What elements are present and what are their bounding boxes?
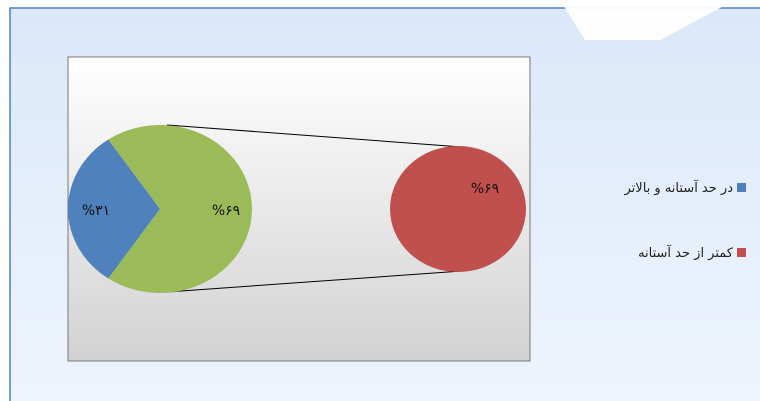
data-label-main-0: %۳۱ bbox=[82, 203, 110, 219]
data-label-main-1: %۶۹ bbox=[212, 203, 240, 219]
connector-line-bottom bbox=[166, 270, 463, 293]
secondary-pie-slice bbox=[390, 146, 526, 272]
legend-label: کمتر از حد آستانه bbox=[638, 244, 734, 261]
legend: در حد آستانه و بالاتر کمتر از حد آستانه bbox=[624, 179, 746, 261]
legend-swatch bbox=[737, 183, 746, 192]
pie-slice bbox=[108, 125, 253, 294]
decorative-band bbox=[560, 0, 735, 40]
legend-swatch bbox=[737, 248, 746, 257]
legend-label: در حد آستانه و بالاتر bbox=[624, 179, 734, 196]
data-label-secondary-0: %۶۹ bbox=[471, 181, 499, 197]
pie-slice bbox=[68, 139, 160, 279]
connector-line-top bbox=[166, 124, 463, 148]
